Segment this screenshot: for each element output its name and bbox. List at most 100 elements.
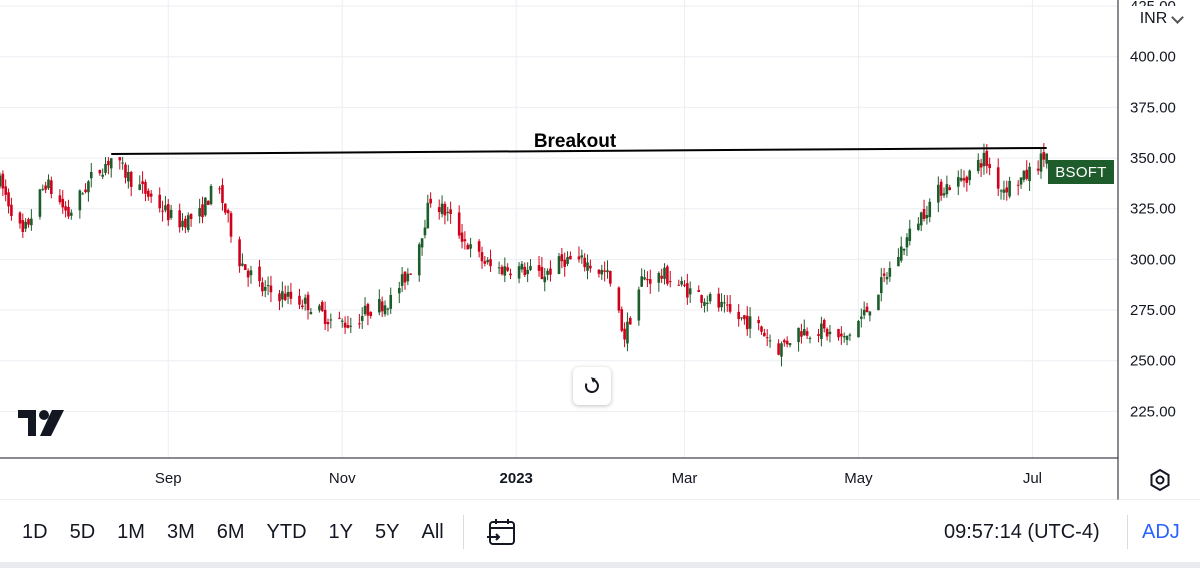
chart-grid	[0, 0, 1200, 500]
candle-body	[617, 287, 621, 311]
candle-body	[318, 305, 321, 311]
candle-body	[463, 239, 467, 242]
candle-body	[748, 316, 752, 329]
candle-body	[124, 164, 127, 178]
candle-body	[218, 188, 221, 190]
candle-body	[700, 295, 703, 303]
candle-body	[158, 194, 162, 209]
candle-body	[81, 193, 85, 195]
candle-body	[7, 192, 10, 207]
candle-body	[888, 268, 892, 277]
candle-body	[1005, 187, 1009, 193]
candle-body	[566, 256, 569, 264]
candle-body	[546, 270, 549, 275]
candle-body	[443, 203, 447, 216]
candle-body	[101, 174, 104, 177]
candle-body	[397, 288, 401, 294]
candle-body	[897, 256, 900, 267]
currency-label: INR	[1139, 10, 1168, 27]
candle-body	[221, 185, 224, 203]
candle-body	[620, 309, 624, 331]
candle-body	[323, 309, 327, 324]
candle-body	[98, 169, 102, 174]
candle-body	[922, 208, 926, 220]
candle-body	[166, 204, 170, 221]
candle-body	[529, 266, 532, 270]
candle-body	[520, 263, 524, 270]
candle-body	[320, 302, 324, 311]
candle-body	[489, 259, 492, 267]
candle-body	[540, 267, 544, 280]
symbol-price-badge: BSOFT	[1048, 160, 1114, 184]
candle-body	[420, 238, 424, 248]
candle-body	[383, 305, 387, 315]
candle-body	[586, 262, 589, 271]
candle-body	[840, 333, 843, 337]
candle-body	[506, 267, 509, 271]
candle-body	[206, 200, 210, 205]
candle-body	[523, 266, 527, 276]
settings-icon	[1150, 468, 1170, 492]
candle-body	[956, 177, 960, 187]
currency-selector[interactable]: INR	[1122, 6, 1200, 32]
candle-body	[1002, 189, 1006, 193]
range-button-3m[interactable]: 3M	[166, 520, 195, 543]
range-button-6m[interactable]: 6M	[216, 520, 245, 543]
range-button-1d[interactable]: 1D	[22, 520, 48, 543]
candle-body	[868, 311, 872, 316]
candle-body	[1008, 180, 1011, 197]
candle-body	[688, 288, 692, 295]
candle-body	[403, 271, 407, 283]
range-button-1m[interactable]: 1M	[117, 520, 145, 543]
candle-body	[925, 215, 929, 219]
candle-body	[89, 172, 93, 179]
range-button-ytd[interactable]: YTD	[266, 520, 307, 543]
range-button-5y[interactable]: 5Y	[375, 520, 400, 543]
candle-body	[243, 264, 247, 271]
price-chart[interactable]: Breakout 225.00 250.00 275.00 300.00 325.00 3…	[0, 0, 1200, 500]
candle-body	[763, 332, 766, 337]
chart-settings-button[interactable]	[1146, 466, 1174, 494]
candle-body	[677, 284, 681, 286]
candle-body	[1036, 168, 1040, 171]
candle-body	[358, 323, 361, 325]
candle-body	[668, 281, 672, 283]
toolbar-divider-right	[1127, 515, 1128, 549]
candle-body	[842, 336, 846, 338]
candle-body	[483, 261, 487, 264]
candle-body	[261, 282, 264, 292]
date-range-button[interactable]	[482, 512, 522, 552]
adj-toggle-button[interactable]: ADJ	[1142, 520, 1180, 543]
candlestick-series	[0, 143, 1048, 367]
candle-body	[999, 190, 1003, 192]
candle-body	[683, 284, 686, 286]
candle-body	[258, 266, 261, 282]
x-tick-label: Sep	[155, 470, 182, 487]
range-button-1y[interactable]: 1Y	[328, 520, 354, 543]
candle-body	[805, 331, 809, 336]
candle-body	[783, 340, 786, 343]
y-tick-label: 300.00	[1130, 251, 1176, 268]
candle-body	[580, 255, 584, 258]
range-button-all[interactable]: All	[421, 520, 444, 543]
candle-body	[366, 304, 370, 316]
reset-chart-button[interactable]	[573, 367, 611, 405]
candle-body	[962, 178, 966, 181]
candle-body	[266, 285, 270, 287]
range-button-5d[interactable]: 5D	[69, 520, 96, 543]
candle-body	[860, 316, 863, 319]
candle-body	[703, 301, 706, 306]
y-tick-label: 375.00	[1130, 99, 1176, 116]
candle-body	[942, 193, 946, 196]
candle-body	[1028, 166, 1031, 182]
candle-body	[67, 206, 70, 217]
candle-body	[409, 273, 412, 275]
candle-body	[241, 263, 244, 266]
candle-body	[768, 340, 772, 342]
candle-body	[976, 159, 980, 172]
candle-body	[141, 181, 144, 185]
candle-body	[760, 326, 763, 332]
candle-body	[10, 204, 13, 216]
candle-body	[862, 309, 866, 316]
candle-body	[857, 320, 860, 338]
